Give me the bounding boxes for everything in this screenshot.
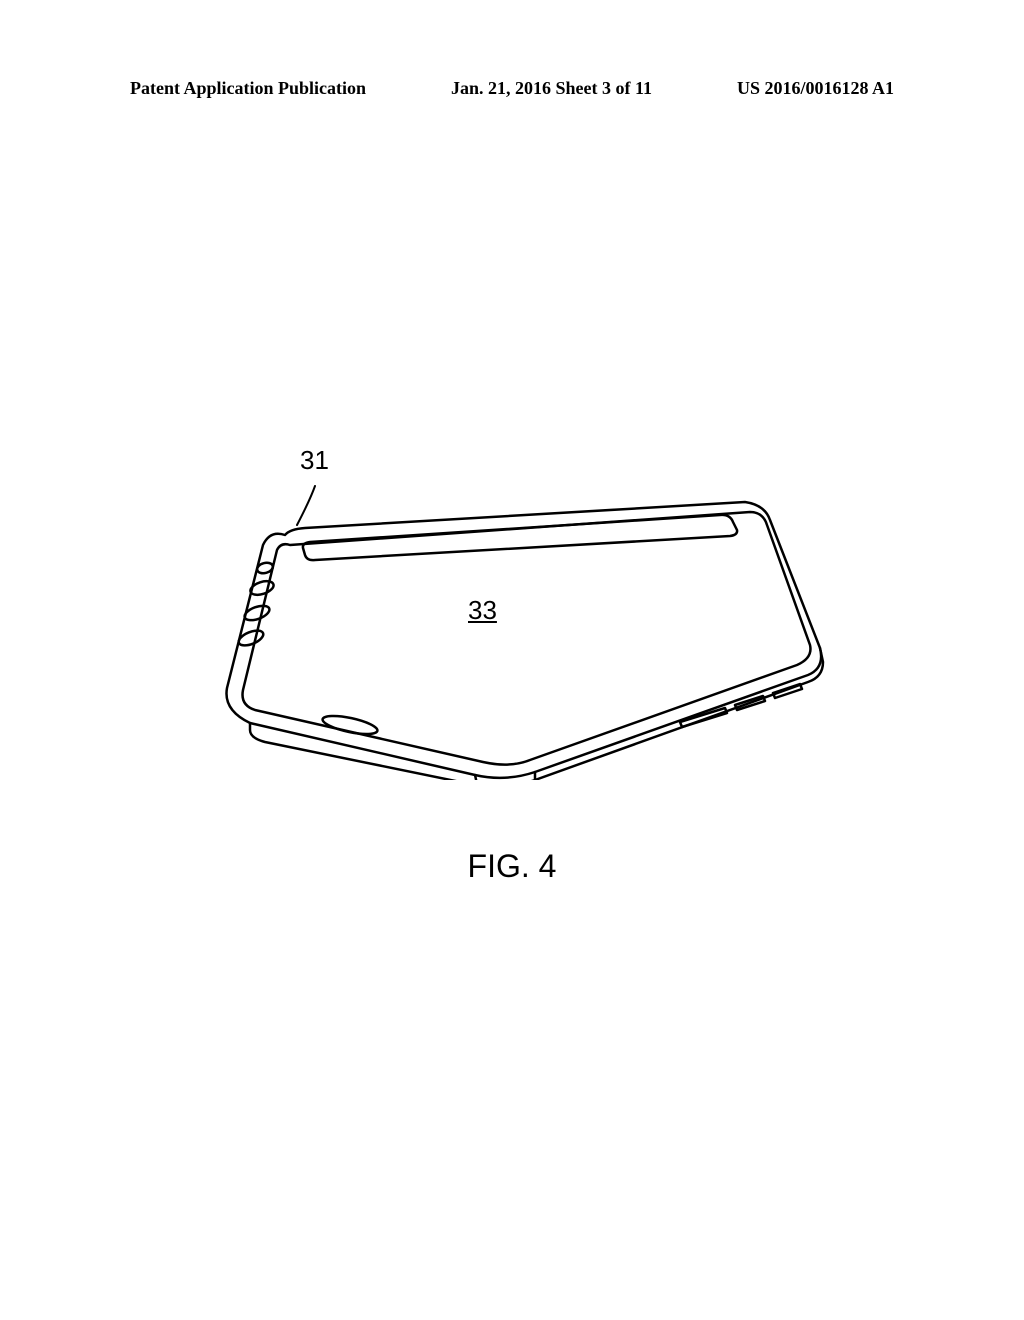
patent-page: Patent Application Publication Jan. 21, …	[0, 0, 1024, 1320]
figure-4-container	[215, 430, 835, 780]
header-publication: Patent Application Publication	[130, 78, 366, 99]
header-date-sheet: Jan. 21, 2016 Sheet 3 of 11	[451, 78, 652, 99]
figure-label: FIG. 4	[0, 848, 1024, 885]
header-pub-number: US 2016/0016128 A1	[737, 78, 894, 99]
reference-numeral-31: 31	[300, 445, 329, 476]
tablet-device-drawing	[215, 430, 835, 780]
page-header: Patent Application Publication Jan. 21, …	[0, 78, 1024, 99]
reference-numeral-33: 33	[468, 595, 497, 626]
